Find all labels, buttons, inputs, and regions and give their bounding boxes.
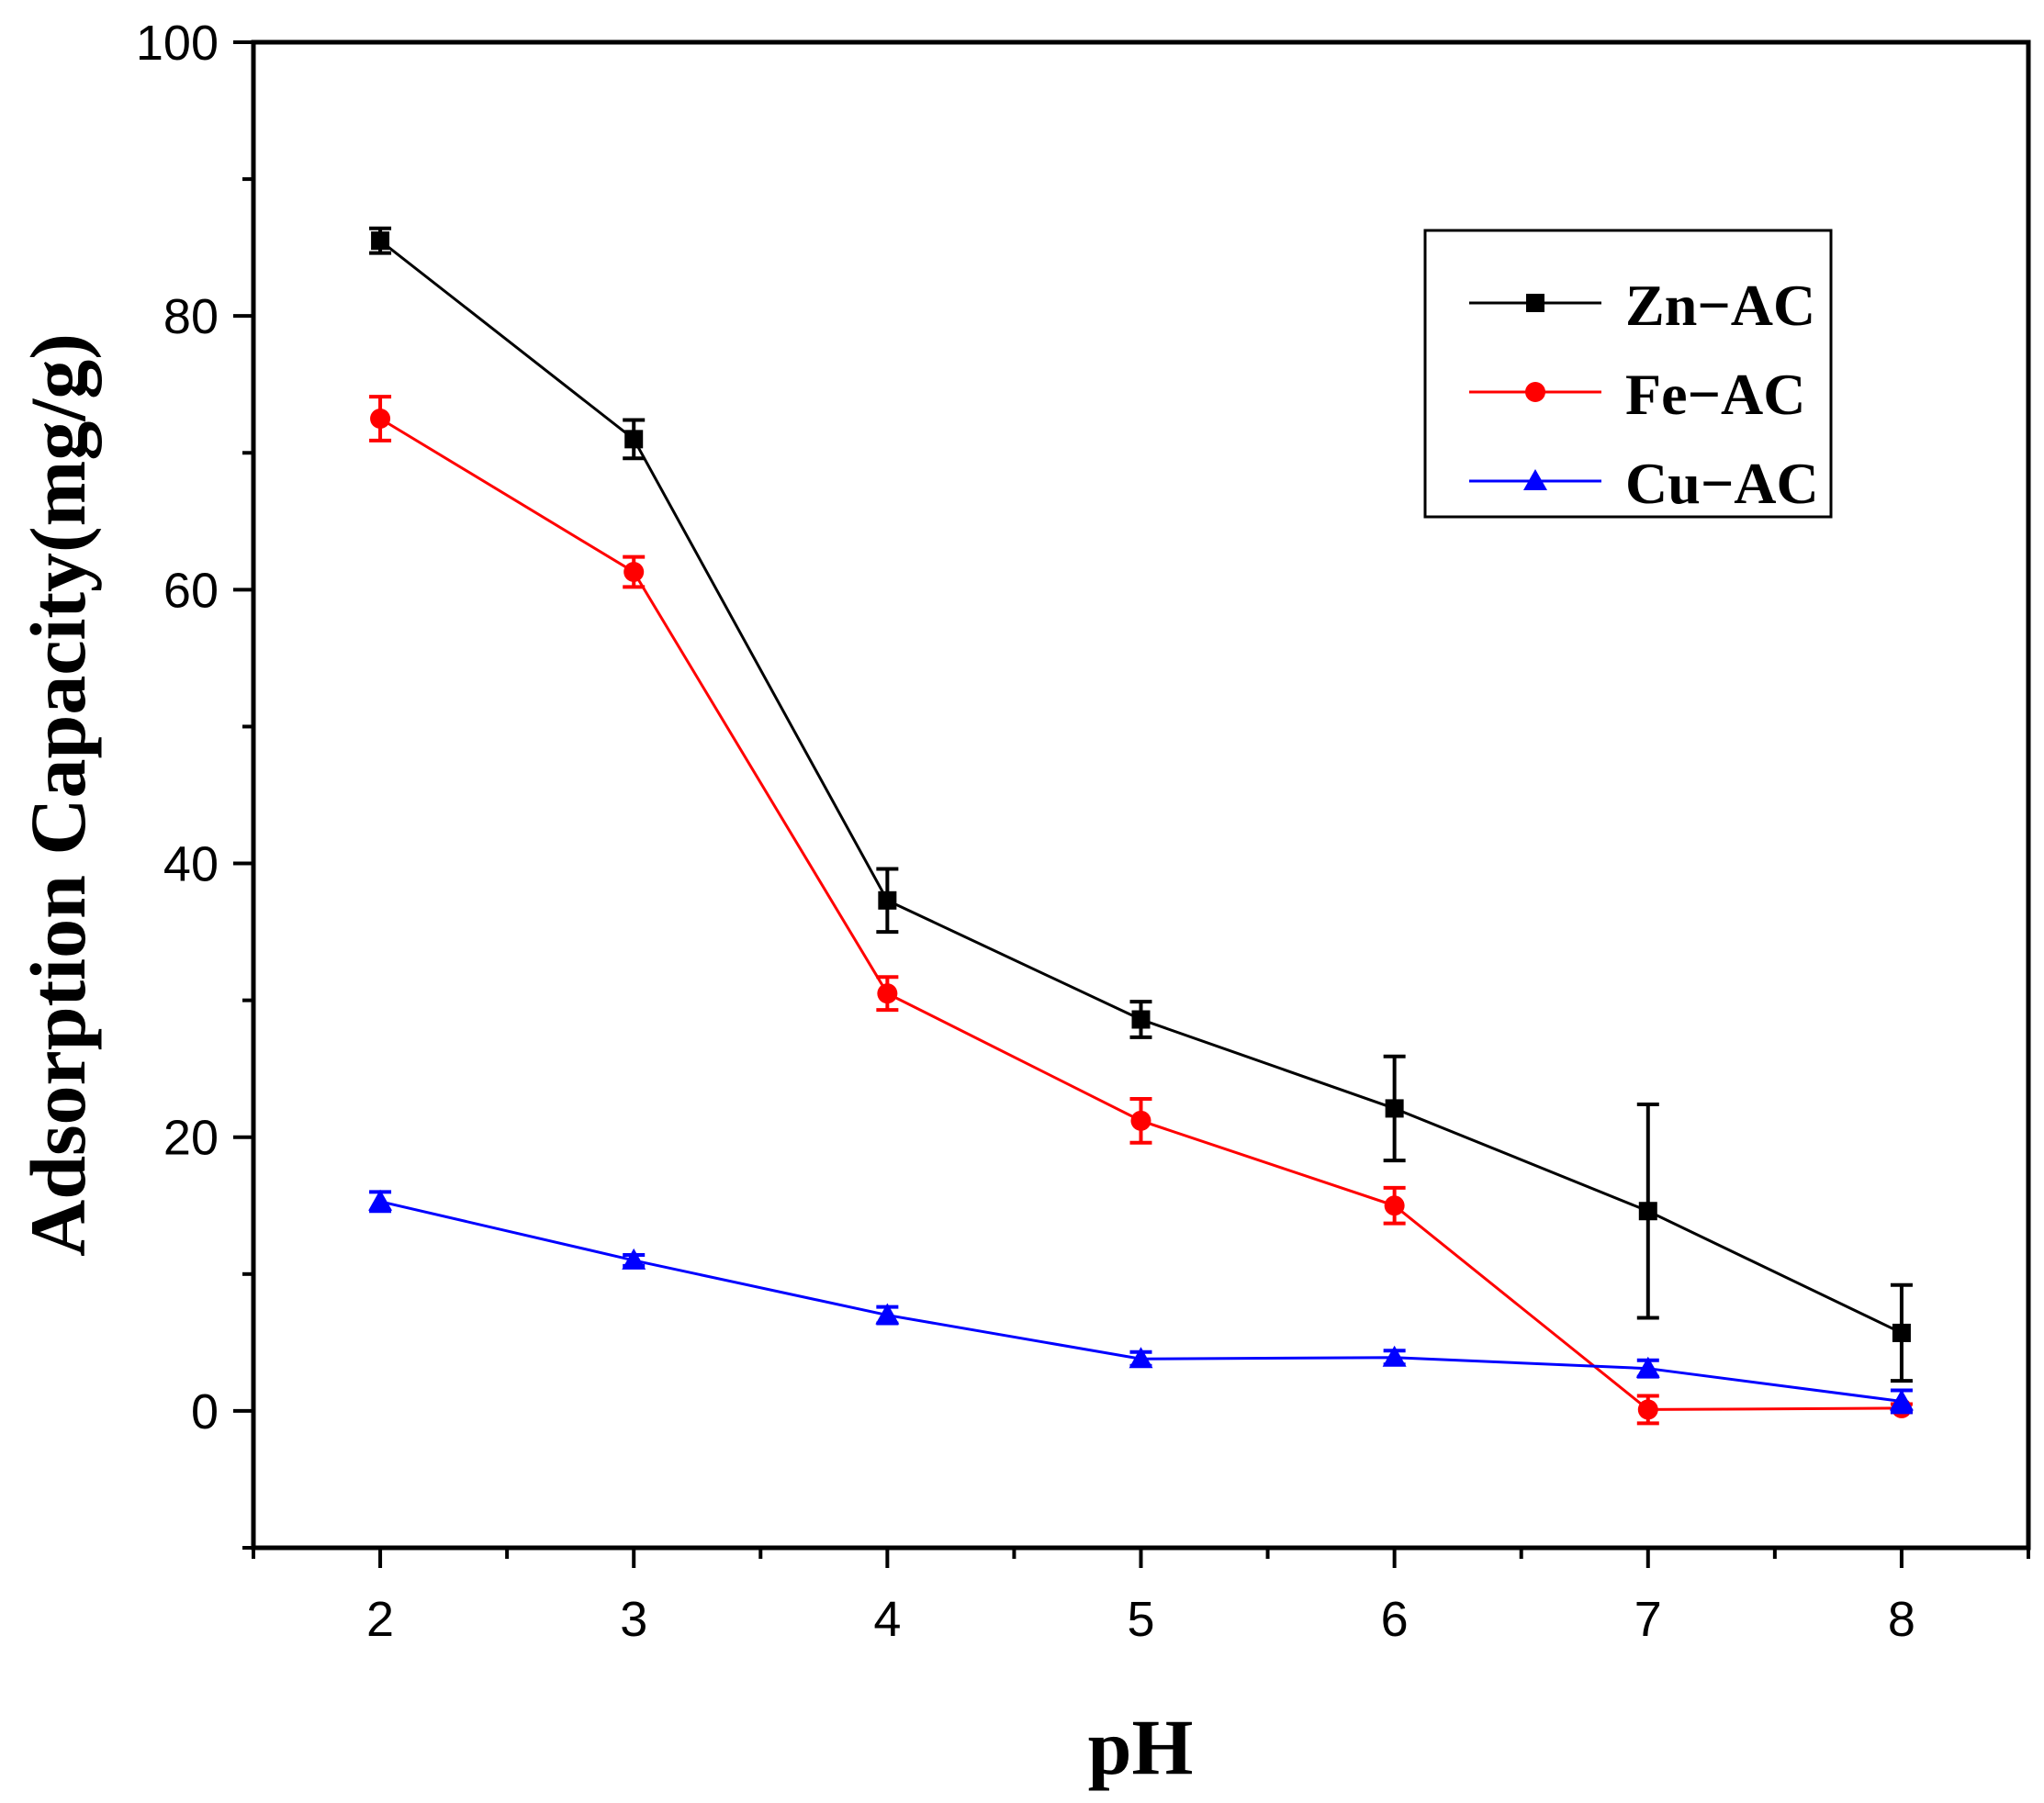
y-axis-title: Adsorption Capacity(mg/g)	[14, 333, 102, 1257]
y-tick-label: 60	[163, 563, 219, 618]
x-tick-label: 3	[620, 1592, 647, 1647]
data-point	[1385, 1099, 1404, 1118]
series-triangle	[368, 1189, 1914, 1415]
data-point	[1384, 1195, 1405, 1216]
series-circle	[369, 395, 1913, 1426]
data-point	[1892, 1323, 1911, 1342]
x-tick-label: 8	[1888, 1592, 1915, 1647]
legend-marker	[1526, 294, 1544, 312]
series-layer	[368, 226, 1914, 1426]
y-tick-label: 40	[163, 837, 219, 892]
data-point	[622, 1248, 646, 1270]
data-point	[370, 409, 391, 429]
data-point	[623, 561, 645, 582]
data-point	[368, 1189, 393, 1211]
x-tick-label: 6	[1381, 1592, 1409, 1647]
data-point	[1129, 1347, 1153, 1369]
legend: Zn−AC Fe−AC Cu−AC	[1423, 229, 1833, 519]
x-tick-label: 7	[1634, 1592, 1662, 1647]
x-tick-label: 4	[873, 1592, 901, 1647]
legend-box	[1423, 229, 1833, 519]
x-tick-label: 5	[1127, 1592, 1154, 1647]
y-tick-label: 20	[163, 1111, 219, 1166]
legend-label: Zn−AC	[1625, 273, 1815, 338]
data-point	[1637, 1399, 1658, 1420]
x-axis: 2 3 4 5 6 7 8	[252, 1548, 2030, 1647]
data-point	[1131, 1010, 1151, 1029]
x-tick-label: 2	[366, 1592, 394, 1647]
data-point	[1130, 1110, 1151, 1131]
data-point	[1382, 1345, 1407, 1367]
data-point	[371, 231, 390, 251]
data-point	[878, 890, 897, 910]
y-tick-label: 0	[191, 1384, 219, 1439]
y-axis: 0 20 40 60 80 100	[136, 16, 253, 1550]
data-point	[1889, 1389, 1914, 1411]
legend-marker	[1523, 469, 1547, 490]
series-line	[379, 1200, 1903, 1403]
data-point	[875, 1303, 900, 1325]
legend-label: Fe−AC	[1625, 362, 1805, 427]
data-point	[877, 983, 898, 1004]
legend-label: Cu−AC	[1625, 451, 1819, 516]
y-tick-label: 80	[163, 289, 219, 344]
y-tick-label: 100	[136, 16, 219, 71]
data-point	[624, 430, 644, 449]
legend-marker	[1525, 382, 1545, 402]
series-square	[369, 226, 1913, 1383]
data-point	[1635, 1356, 1660, 1378]
x-axis-title: pH	[1088, 1703, 1194, 1791]
data-point	[1638, 1202, 1657, 1221]
series-line	[379, 417, 1902, 1411]
